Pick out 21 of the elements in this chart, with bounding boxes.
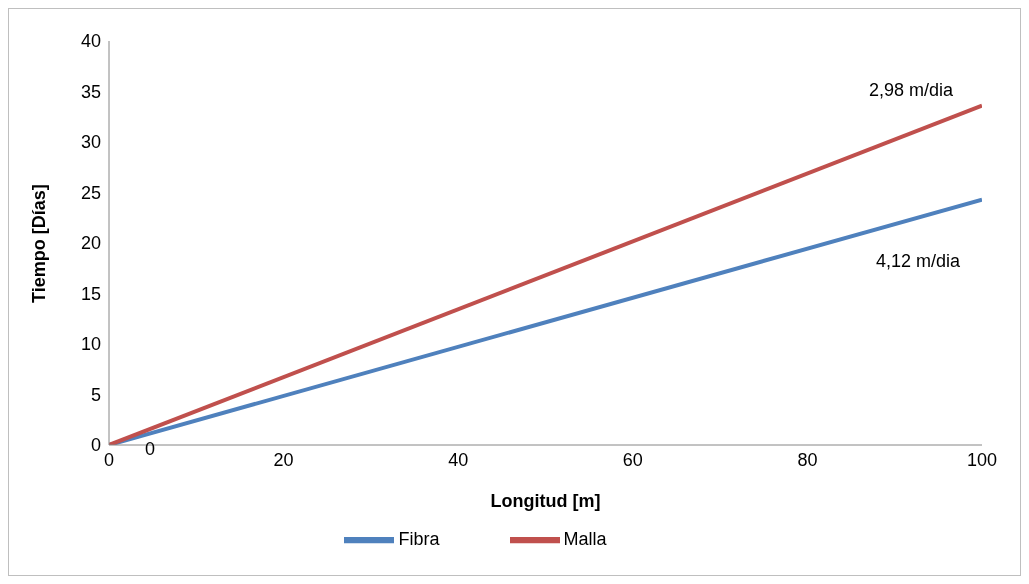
x-axis-title: Longitud [m]: [490, 491, 601, 511]
y-tick-label: 35: [80, 81, 101, 102]
y-tick-label: 25: [80, 182, 101, 203]
y-tick-label: 15: [80, 283, 101, 304]
y-tick-label: 20: [80, 233, 101, 254]
x-tick-label: 20: [273, 449, 294, 470]
y-axis-title: Tiempo [Días]: [29, 184, 50, 303]
x-tick-label: 100: [966, 449, 998, 470]
legend-label: Malla: [563, 528, 607, 549]
annotation: 4,12 m/dia: [875, 251, 962, 271]
y-tick-label: 10: [80, 334, 101, 355]
x-tick-label: 0: [103, 449, 115, 470]
x-tick-label: 80: [797, 449, 818, 470]
legend-label: Fibra: [398, 528, 440, 549]
y-tick-label: 0: [90, 435, 101, 456]
y-tick-label: 30: [80, 132, 101, 153]
y-tick-label: 5: [90, 384, 101, 405]
annotation: 2,98 m/dia: [868, 80, 955, 100]
x-tick-label: 60: [622, 449, 643, 470]
x-tick-label: 40: [448, 449, 469, 470]
y-tick-label: 40: [80, 31, 101, 52]
